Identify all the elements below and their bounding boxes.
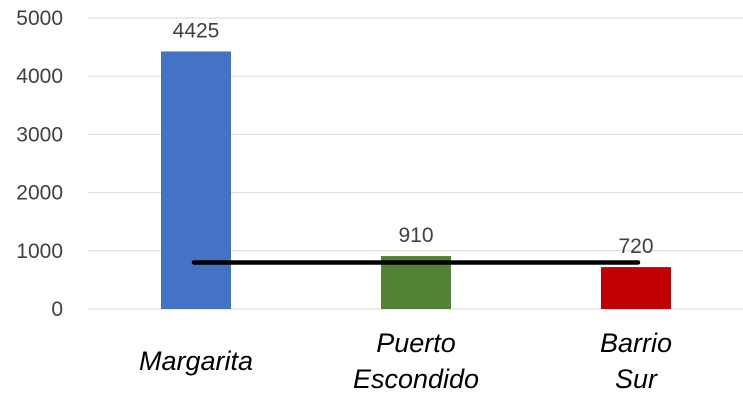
y-tick-label: 0 [51,298,63,321]
category-label: Escondido [353,364,479,394]
data-label: 4425 [173,19,220,42]
y-tick-label: 5000 [16,7,63,30]
bar [161,51,231,310]
y-tick-label: 1000 [16,240,63,263]
category-label: Sur [615,364,658,394]
data-labels: 4425 910 720 [173,19,654,258]
category-label: Margarita [139,346,253,376]
bar [601,267,671,309]
bar [381,256,451,309]
category-label: Puerto [376,328,456,358]
category-label: Barrio [600,328,672,358]
y-axis-ticks: 0 1000 2000 3000 4000 5000 [16,7,63,321]
data-label: 910 [398,224,433,247]
data-label: 720 [618,235,653,258]
y-tick-label: 3000 [16,123,63,146]
category-labels: Margarita Puerto Escondido Barrio Sur [139,328,672,394]
bars [161,51,671,310]
y-tick-label: 4000 [16,65,63,88]
y-tick-label: 2000 [16,182,63,205]
